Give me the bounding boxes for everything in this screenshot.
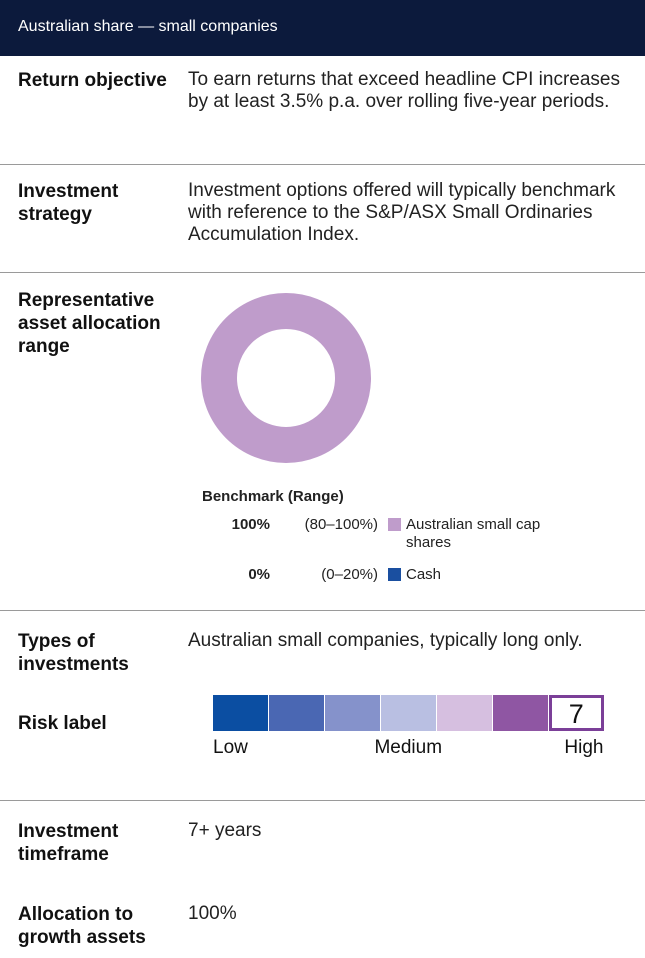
row-label: Investment timeframe [18,821,119,865]
divider [0,272,645,273]
risk-segment [269,695,324,731]
legend-range: (0–20%) [321,566,378,583]
donut-chart [201,293,371,463]
row-text: 100% [188,903,237,924]
row-label: Types of investments [18,631,129,675]
row-label: Investment strategy [18,181,119,225]
risk-scale-label: High [564,737,604,758]
legend-label: Australian small cap shares [406,516,541,551]
header-bar [0,0,645,56]
legend-swatch [388,568,401,581]
row-text: 7+ years [188,820,262,841]
row-label: Return objective [18,70,167,91]
legend-swatch [388,518,401,531]
legend-value: 0% [248,566,270,583]
row-text: Investment options offered will typicall… [188,180,616,245]
row-text: To earn returns that exceed headline CPI… [188,69,620,112]
risk-scale-label: Low [213,737,248,758]
row-label: Risk label [18,713,107,734]
risk-scale-label: Medium [374,737,443,758]
risk-segment [493,695,548,731]
divider [0,610,645,611]
legend-range: (80–100%) [304,516,378,533]
legend-value: 100% [231,516,270,533]
divider [0,800,645,801]
row-text: Australian small companies, typically lo… [188,630,583,651]
header-title: Australian share — small companies [18,18,278,35]
row-label: Representative asset allocation range [18,290,161,357]
risk-segment [437,695,492,731]
risk-segment [213,695,268,731]
risk-level: 7 [568,699,584,729]
risk-selected [549,695,604,731]
risk-segment [381,695,436,731]
legend-title: Benchmark (Range) [202,488,344,505]
legend-label: Cash [406,566,442,583]
row-label: Allocation to growth assets [18,904,146,948]
risk-segment [325,695,380,731]
divider [0,164,645,165]
donut-segment [201,293,371,463]
